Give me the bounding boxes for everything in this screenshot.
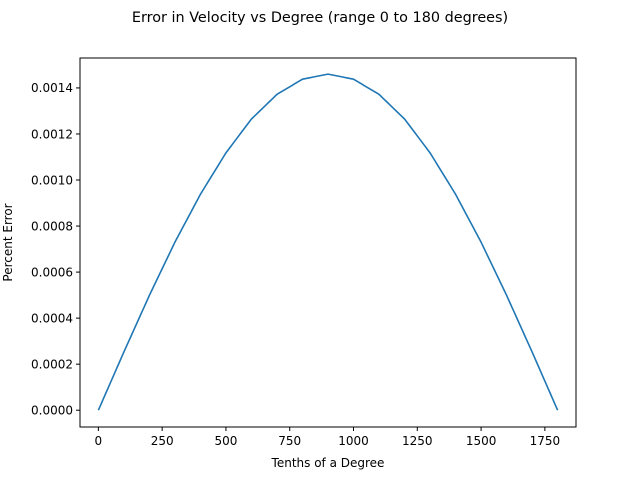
y-tick-label: 0.0010 [31, 173, 73, 187]
y-axis-label: Percent Error [1, 203, 15, 281]
x-tick-label: 500 [214, 434, 237, 448]
y-tick-label: 0.0000 [31, 404, 73, 418]
x-axis-ticks: 0 250 500 750 1000 1250 1500 1750 [95, 427, 561, 448]
x-tick-label: 1500 [466, 434, 497, 448]
x-tick-label: 250 [151, 434, 174, 448]
y-tick-label: 0.0014 [31, 81, 73, 95]
x-tick-label: 1250 [402, 434, 433, 448]
x-tick-label: 1750 [530, 434, 561, 448]
x-axis-label: Tenths of a Degree [271, 456, 385, 470]
y-tick-label: 0.0008 [31, 219, 73, 233]
plot-area [97, 73, 559, 411]
y-tick-label: 0.0002 [31, 357, 73, 371]
x-tick-label: 1000 [338, 434, 369, 448]
y-tick-label: 0.0006 [31, 265, 73, 279]
axes-frame [79, 57, 577, 428]
series-line-0 [97, 73, 559, 411]
y-tick-label: 0.0012 [31, 127, 73, 141]
chart-title: Error in Velocity vs Degree (range 0 to … [132, 10, 508, 26]
x-tick-label: 750 [278, 434, 301, 448]
y-axis-ticks: 0.0000 0.0002 0.0004 0.0006 0.0008 0.0010 0.00… [31, 81, 80, 418]
x-tick-label: 0 [95, 434, 103, 448]
y-tick-label: 0.0004 [31, 311, 73, 325]
